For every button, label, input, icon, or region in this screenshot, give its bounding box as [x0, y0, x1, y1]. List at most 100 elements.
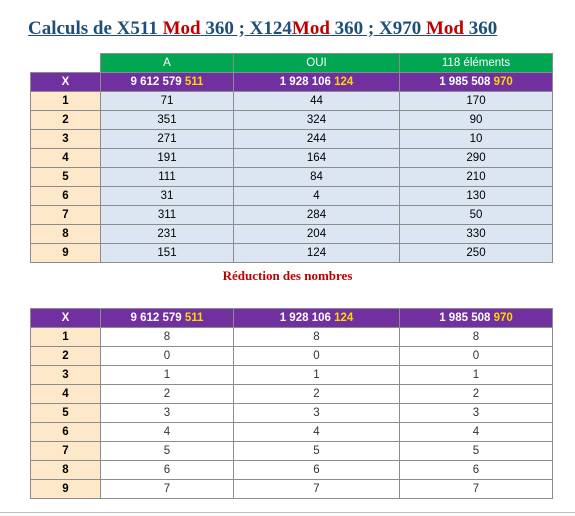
header-cell-elements: 118 éléments — [399, 53, 553, 73]
row-index-cell: 3 — [30, 365, 101, 385]
row-index-cell: 5 — [30, 167, 101, 187]
value-cell: 330 — [399, 224, 553, 244]
value-cell: 204 — [233, 224, 400, 244]
reduction-table: X 9 612 579 511 1 928 106 124 1 985 508 … — [30, 308, 553, 499]
value-cell: 0 — [399, 346, 553, 366]
value-cell: 90 — [399, 110, 553, 130]
value-cell: 2 — [233, 384, 400, 404]
row-index-cell: 1 — [30, 91, 101, 111]
value-cell: 0 — [100, 346, 234, 366]
value-cell: 44 — [233, 91, 400, 111]
title-part: 360 — [463, 18, 498, 39]
row-index-cell: 2 — [30, 346, 101, 366]
row-index-cell: 7 — [30, 205, 101, 225]
title-mod: Mod — [162, 18, 201, 39]
number-main: 9 612 579 — [130, 312, 185, 324]
value-cell: 1 — [233, 365, 400, 385]
value-cell: 284 — [233, 205, 400, 225]
x-header-cell: X — [30, 72, 101, 92]
number-main: 1 985 508 — [439, 312, 494, 324]
number-highlight: 970 — [493, 312, 513, 324]
value-cell: 31 — [100, 186, 234, 206]
number-highlight: 970 — [493, 76, 513, 88]
number-cell-b: 1 928 106 124 — [233, 72, 400, 92]
x-header-cell: X — [30, 308, 101, 328]
value-cell: 5 — [399, 441, 553, 461]
value-cell: 3 — [233, 403, 400, 423]
value-cell: 124 — [233, 243, 400, 263]
number-cell-c: 1 985 508 970 — [399, 72, 553, 92]
value-cell: 170 — [399, 91, 553, 111]
value-cell: 244 — [233, 129, 400, 149]
row-index-cell: 9 — [30, 243, 101, 263]
number-main: 1 985 508 — [439, 76, 494, 88]
table-row: 1 71 44 170 — [30, 91, 553, 111]
row-index-cell: 5 — [30, 403, 101, 423]
value-cell: 3 — [100, 403, 234, 423]
row-index-cell: 4 — [30, 148, 101, 168]
header-cell-oui: OUI — [233, 53, 400, 73]
value-cell: 2 — [100, 384, 234, 404]
value-cell: 6 — [399, 460, 553, 480]
number-cell-c: 1 985 508 970 — [399, 308, 553, 328]
title-part: 360 ; X970 — [329, 18, 426, 39]
value-cell: 10 — [399, 129, 553, 149]
page-title: Calculs de X511 Mod 360 ; X124Mod 360 ; … — [28, 17, 497, 41]
row-index-cell: 3 — [30, 129, 101, 149]
value-cell: 164 — [233, 148, 400, 168]
number-main: 1 928 106 — [279, 76, 335, 88]
value-cell: 6 — [233, 460, 400, 480]
number-cell-b: 1 928 106 124 — [233, 308, 400, 328]
value-cell: 7 — [100, 479, 234, 499]
number-main: 9 612 579 — [130, 76, 185, 88]
value-cell: 4 — [233, 422, 400, 442]
title-part: 360 ; X124 — [200, 18, 292, 39]
number-highlight: 511 — [184, 312, 204, 324]
value-cell: 311 — [100, 205, 234, 225]
section-subtitle: Réduction des nombres — [222, 268, 353, 283]
value-cell: 351 — [100, 110, 234, 130]
row-index-cell: 4 — [30, 384, 101, 404]
value-cell: 50 — [399, 205, 553, 225]
row-index-cell: 2 — [30, 110, 101, 130]
row-index-cell: 6 — [30, 186, 101, 206]
number-row: X 9 612 579 511 1 928 106 124 1 985 508 … — [30, 308, 553, 328]
value-cell: 4 — [399, 422, 553, 442]
table-row: 7 311 284 50 — [30, 205, 553, 225]
bottom-divider — [0, 512, 575, 513]
value-cell: 8 — [233, 327, 400, 347]
row-index-cell: 8 — [30, 224, 101, 244]
row-index-cell: 9 — [30, 479, 101, 499]
value-cell: 84 — [233, 167, 400, 187]
value-cell: 5 — [100, 441, 234, 461]
value-cell: 324 — [233, 110, 400, 130]
table-row: 2 351 324 90 — [30, 110, 553, 130]
value-cell: 3 — [399, 403, 553, 423]
value-cell: 8 — [100, 327, 234, 347]
number-cell-a: 9 612 579 511 — [100, 72, 234, 92]
number-cell-a: 9 612 579 511 — [100, 308, 234, 328]
value-cell: 8 — [399, 327, 553, 347]
table-row: 3 271 244 10 — [30, 129, 553, 149]
value-cell: 0 — [233, 346, 400, 366]
value-cell: 4 — [233, 186, 400, 206]
title-mod: Mod — [425, 18, 464, 39]
value-cell: 7 — [233, 479, 400, 499]
title-mod: Mod — [291, 18, 330, 39]
value-cell: 71 — [100, 91, 234, 111]
number-highlight: 124 — [334, 76, 354, 88]
header-blank-cell — [30, 53, 101, 73]
value-cell: 5 — [233, 441, 400, 461]
value-cell: 111 — [100, 167, 234, 187]
value-cell: 7 — [399, 479, 553, 499]
value-cell: 271 — [100, 129, 234, 149]
table-row: 5 111 84 210 — [30, 167, 553, 187]
value-cell: 130 — [399, 186, 553, 206]
